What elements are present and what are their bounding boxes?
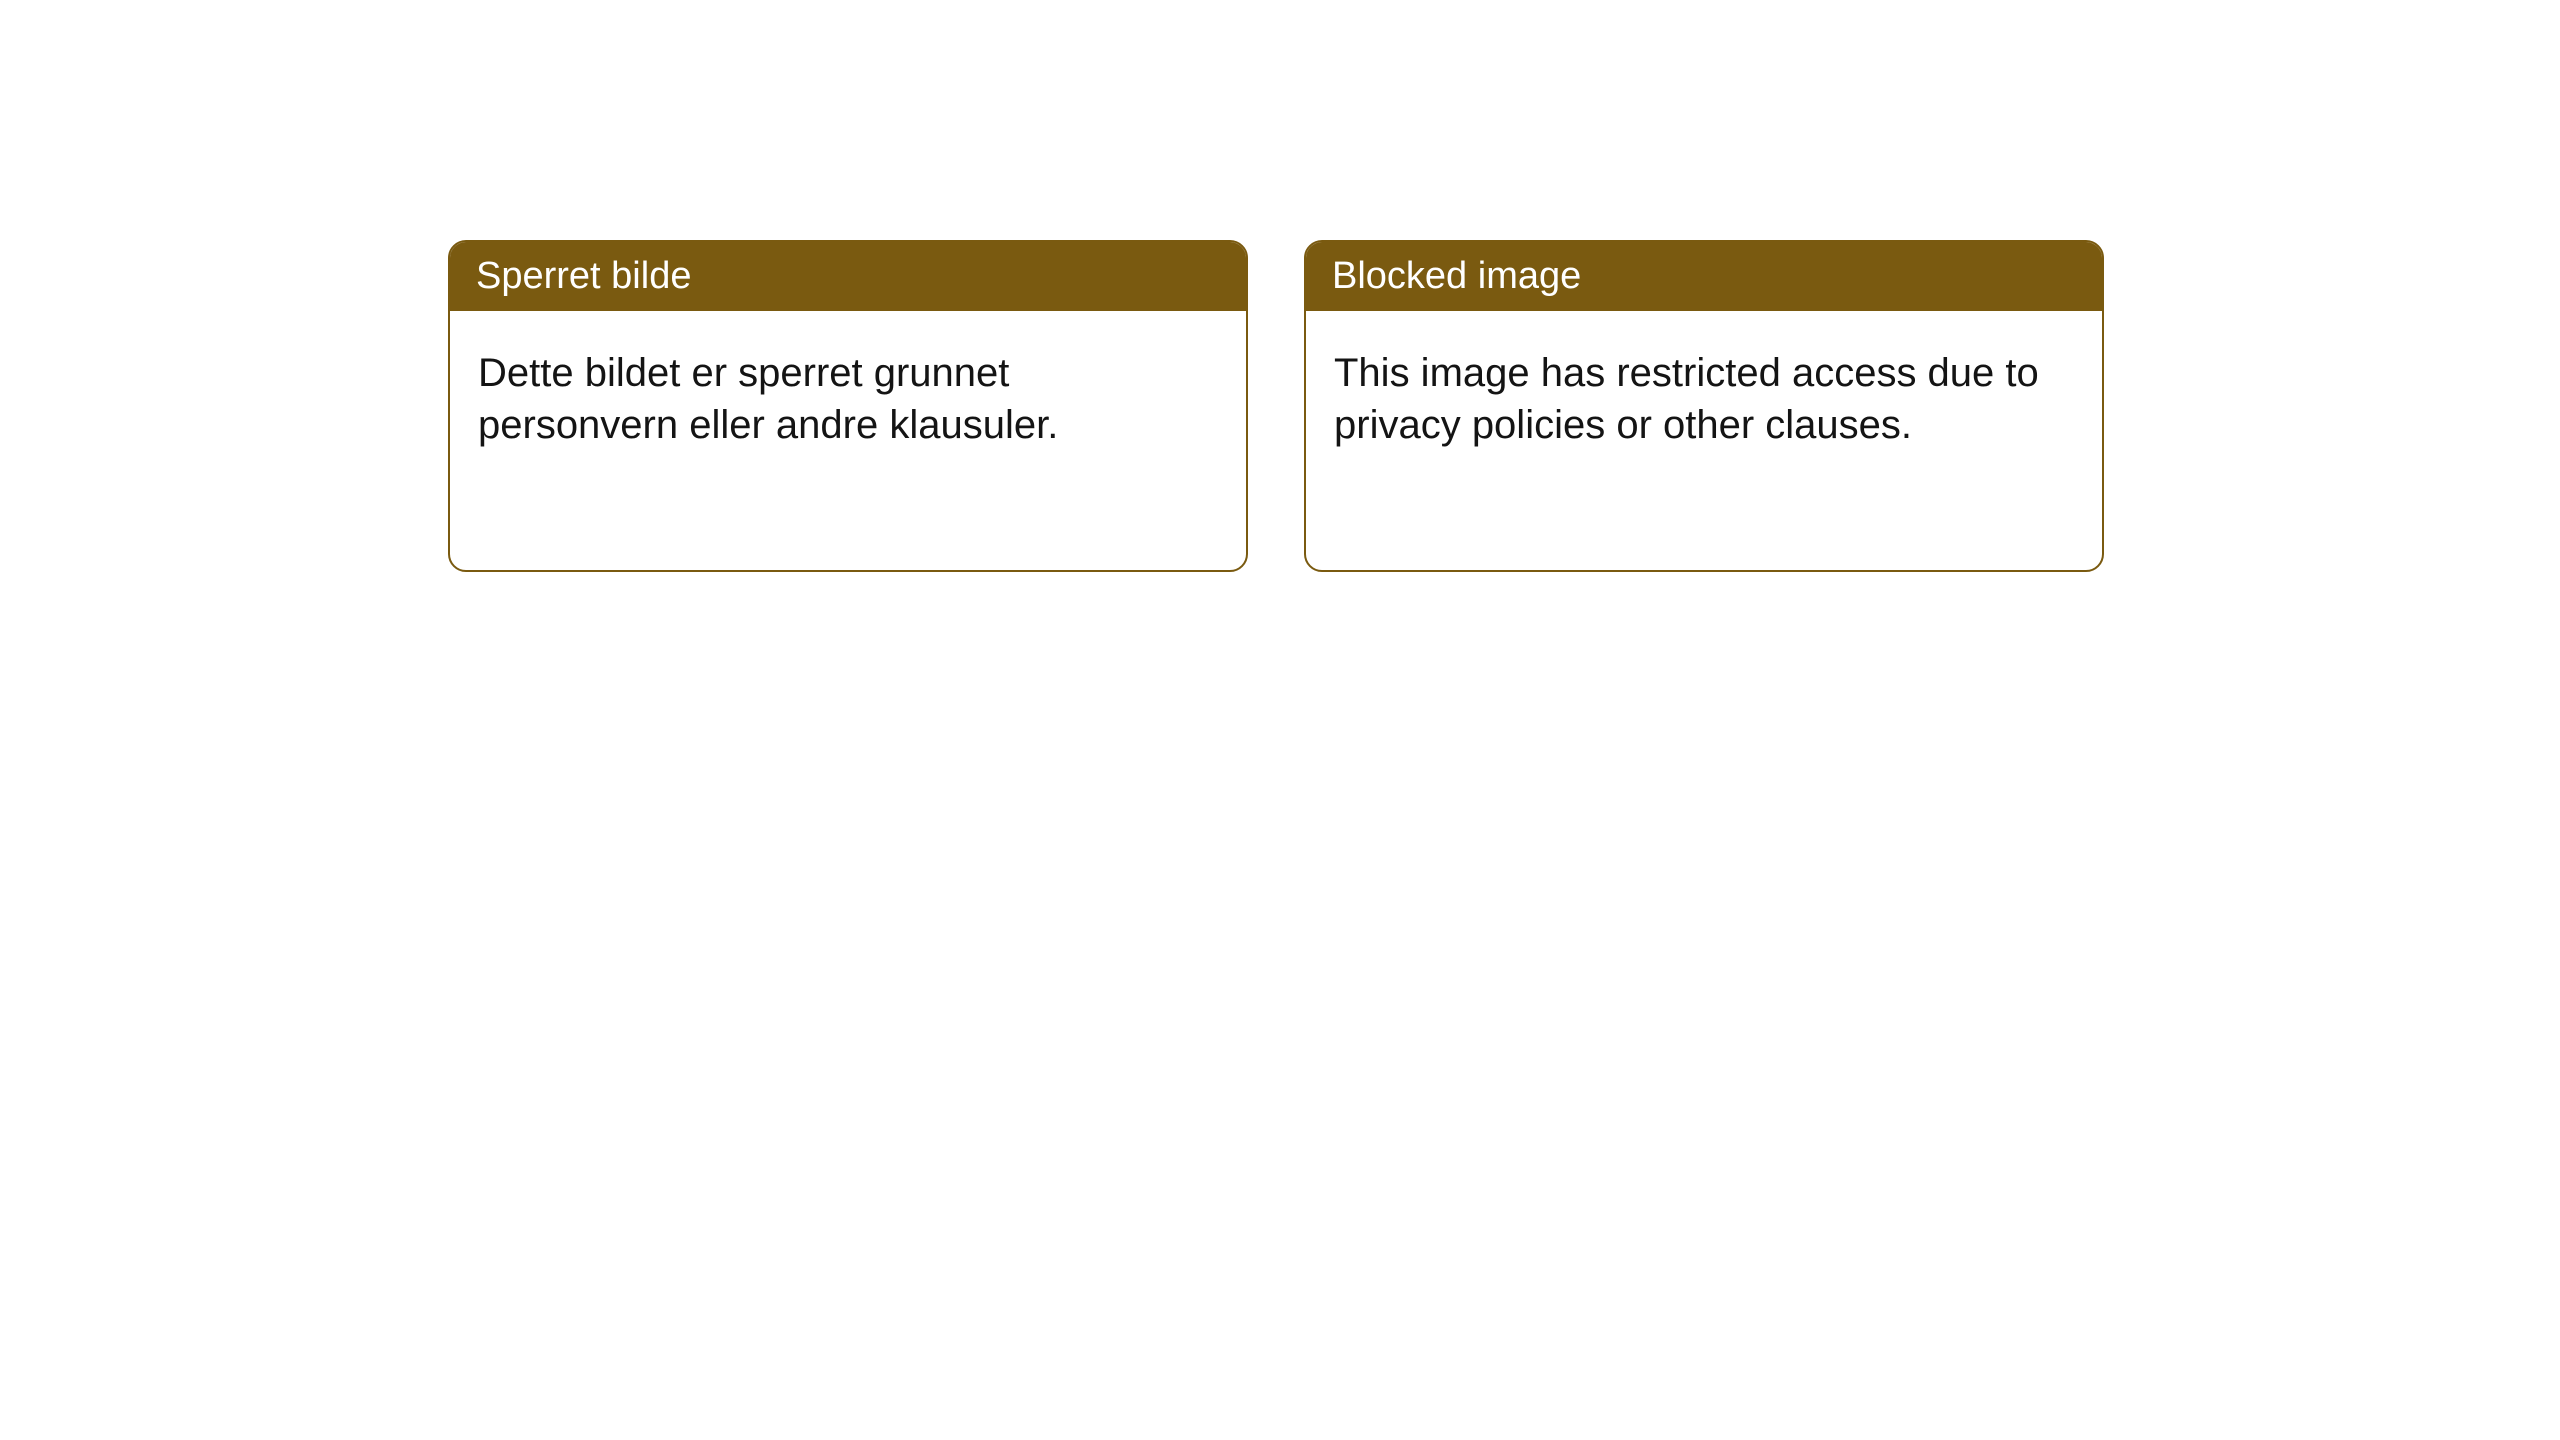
notice-title: Sperret bilde bbox=[476, 255, 691, 297]
notice-body-text: This image has restricted access due to … bbox=[1334, 351, 2039, 447]
notice-body: Dette bildet er sperret grunnet personve… bbox=[450, 311, 1246, 487]
notice-header: Blocked image bbox=[1306, 242, 2102, 311]
notice-body: This image has restricted access due to … bbox=[1306, 311, 2102, 487]
notice-card-english: Blocked image This image has restricted … bbox=[1304, 240, 2104, 572]
notice-title: Blocked image bbox=[1332, 255, 1581, 297]
notice-body-text: Dette bildet er sperret grunnet personve… bbox=[478, 351, 1058, 447]
notice-card-norwegian: Sperret bilde Dette bildet er sperret gr… bbox=[448, 240, 1248, 572]
notice-header: Sperret bilde bbox=[450, 242, 1246, 311]
notice-container: Sperret bilde Dette bildet er sperret gr… bbox=[0, 0, 2560, 572]
